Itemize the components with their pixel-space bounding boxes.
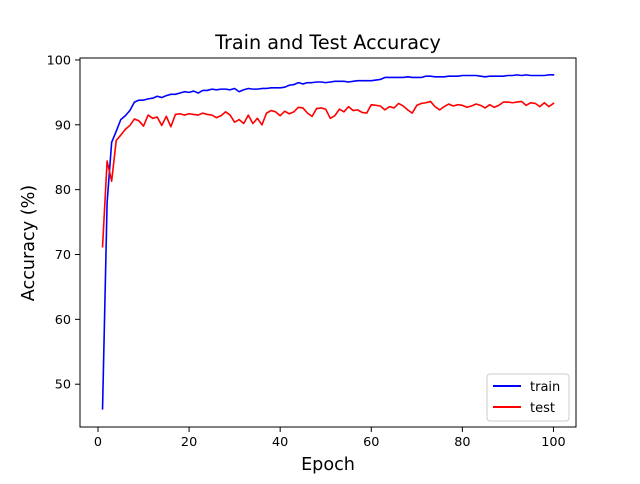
y-tick-label: 90 — [55, 118, 71, 133]
y-tick-label: 60 — [55, 313, 71, 328]
x-tick-label: 60 — [363, 435, 379, 450]
y-tick-label: 70 — [55, 248, 71, 263]
x-tick-label: 100 — [541, 435, 565, 450]
ticks-layer: 0 20 40 60 80 100 50 60 70 80 90 100 — [47, 53, 566, 450]
x-tick-label: 0 — [94, 435, 102, 450]
y-tick-label: 50 — [55, 378, 71, 393]
y-tick-label: 80 — [55, 183, 71, 198]
x-tick-label: 40 — [272, 435, 288, 450]
legend-label-train: train — [530, 380, 560, 395]
series-layer — [101, 74, 555, 410]
legend-label-test: test — [530, 401, 555, 416]
y-axis-label: Accuracy (%) — [19, 185, 39, 301]
x-tick-label: 80 — [454, 435, 470, 450]
x-axis-label: Epoch — [301, 455, 355, 475]
series-line-test — [101, 100, 555, 248]
x-tick-label: 20 — [181, 435, 197, 450]
plot-frame — [79, 57, 577, 428]
chart-title: Train and Test Accuracy — [214, 31, 441, 54]
y-tick-label: 100 — [47, 53, 71, 68]
series-line-train — [101, 74, 555, 410]
legend: train test — [486, 373, 570, 422]
